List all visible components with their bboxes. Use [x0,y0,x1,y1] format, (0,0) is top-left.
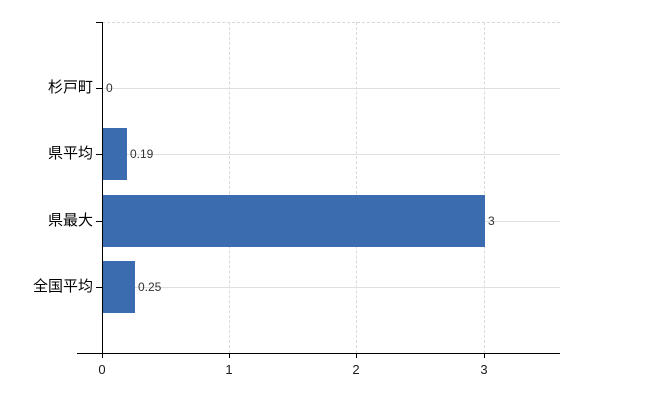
category-label: 県最大 [47,212,93,229]
bar [103,261,135,313]
vertical-gridline [356,22,357,353]
bar-value-label: 0.25 [138,280,162,294]
category-tick [96,154,102,155]
x-axis-tick [229,353,230,358]
x-axis [77,353,560,354]
horizontal-gridline [102,154,560,155]
horizontal-gridline [102,88,560,89]
x-tick-label: 2 [352,362,360,377]
bar-value-label: 0 [106,81,113,95]
x-axis-tick [102,353,103,358]
y-axis [102,22,103,353]
y-axis-end-tick [96,22,102,23]
vertical-gridline [229,22,230,353]
vertical-gridline [484,22,485,353]
bar-value-label: 0.19 [130,147,154,161]
category-tick [96,287,102,288]
bar-value-label: 3 [488,214,495,228]
x-tick-label: 0 [98,362,106,377]
category-tick [96,88,102,89]
bar [103,195,485,247]
category-label: 県平均 [47,145,93,162]
category-label: 杉戸町 [47,79,93,96]
plot-top-border [102,22,560,23]
x-tick-label: 3 [480,362,488,377]
x-axis-tick [484,353,485,358]
x-axis-tick [356,353,357,358]
x-tick-label: 1 [225,362,233,377]
category-label: 全国平均 [32,278,93,295]
bar [103,128,127,180]
horizontal-gridline [102,287,560,288]
category-tick [96,221,102,222]
